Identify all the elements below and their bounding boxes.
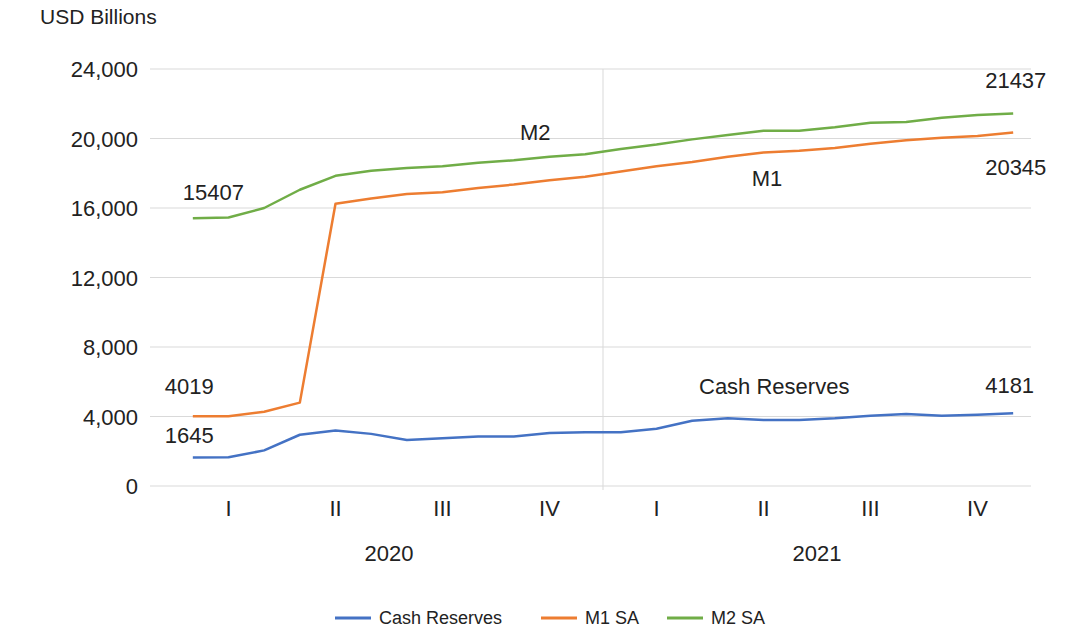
x-tick-label: II xyxy=(329,496,341,521)
legend-label: M1 SA xyxy=(585,608,639,628)
series-label: Cash Reserves xyxy=(699,374,849,399)
x-tick-label: III xyxy=(433,496,451,521)
grid-line xyxy=(150,277,1031,278)
legend-label: Cash Reserves xyxy=(379,608,502,628)
value-label: 20345 xyxy=(985,155,1046,180)
legend-swatch xyxy=(667,617,703,620)
grid-line xyxy=(150,416,1031,417)
series-label: M1 xyxy=(752,166,783,191)
x-group-label: 2020 xyxy=(365,541,414,566)
grid-line xyxy=(150,347,1031,348)
legend-label: M2 SA xyxy=(711,608,765,628)
grid-line xyxy=(150,138,1031,139)
legend: Cash Reserves M1 SA M2 SA xyxy=(335,608,765,628)
chart: USD Billions 0 4,000 8,000 12,000 16,000 20,00… xyxy=(0,0,1088,642)
grid-line xyxy=(150,486,1031,487)
value-label: 4019 xyxy=(165,374,214,399)
series-line xyxy=(193,133,1013,417)
x-tick-label: I xyxy=(653,496,659,521)
y-tick-label: 20,000 xyxy=(71,127,138,152)
x-group-label: 2021 xyxy=(793,541,842,566)
y-tick-label: 16,000 xyxy=(71,196,138,221)
series-line xyxy=(193,413,1013,457)
series-label: M2 xyxy=(520,120,551,145)
y-tick-label: 24,000 xyxy=(71,57,138,82)
grid-line xyxy=(150,208,1031,209)
y-tick-label: 8,000 xyxy=(83,335,138,360)
value-label: 4181 xyxy=(985,373,1034,398)
x-tick-label: III xyxy=(861,496,879,521)
y-tick-label: 4,000 xyxy=(83,405,138,430)
x-tick-label: IV xyxy=(967,496,988,521)
value-label: 1645 xyxy=(165,423,214,448)
y-axis-title: USD Billions xyxy=(40,5,157,28)
x-tick-label: II xyxy=(757,496,769,521)
series-line xyxy=(193,114,1013,219)
y-tick-label: 0 xyxy=(126,474,138,499)
group-divider xyxy=(603,69,604,490)
value-label: 15407 xyxy=(183,180,244,205)
x-tick-label: I xyxy=(225,496,231,521)
value-label: 21437 xyxy=(985,68,1046,93)
x-tick-label: IV xyxy=(539,496,560,521)
y-tick-label: 12,000 xyxy=(71,266,138,291)
legend-swatch xyxy=(335,617,371,620)
plot-lines xyxy=(193,114,1013,458)
legend-swatch xyxy=(541,617,577,620)
grid-line xyxy=(150,69,1031,70)
